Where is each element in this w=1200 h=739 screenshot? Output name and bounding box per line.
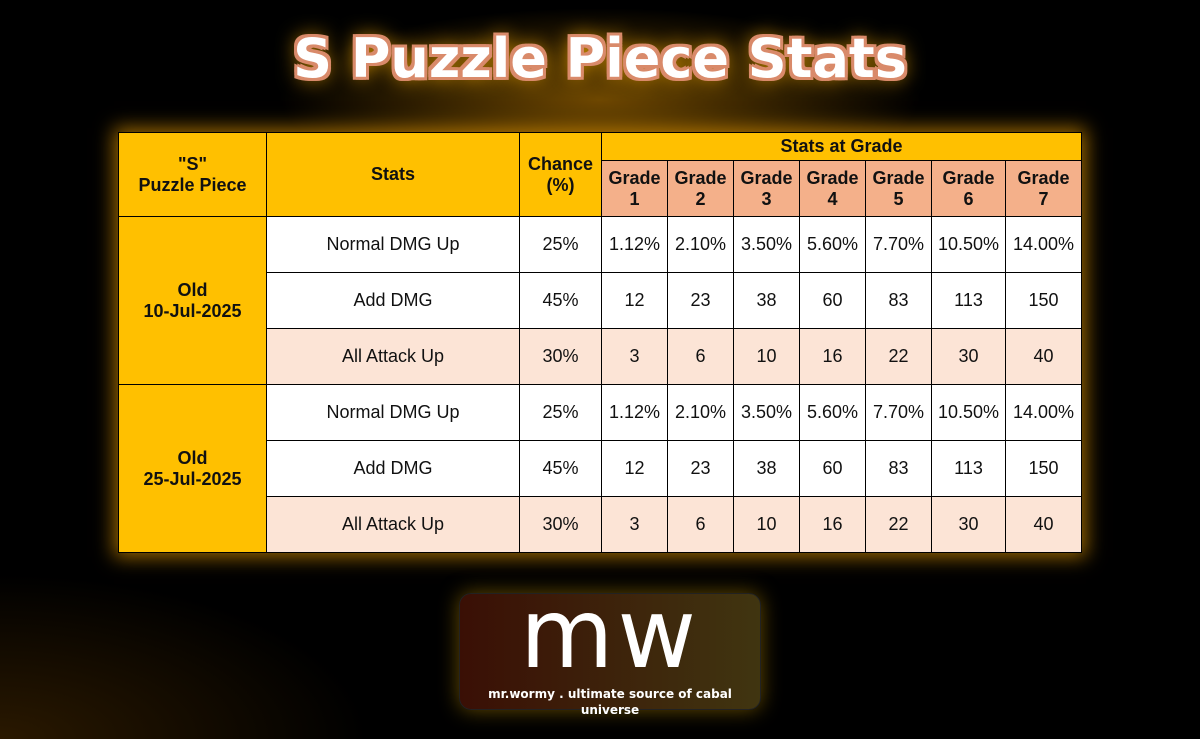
grade-value: 3.50%	[733, 216, 800, 273]
grade-value: 60	[799, 272, 866, 329]
logo-tagline: mr.wormy . ultimate source of cabal univ…	[488, 687, 732, 717]
stat-name: All Attack Up	[266, 496, 520, 553]
background-glow-corner	[0, 560, 400, 739]
grade-value: 150	[1005, 440, 1082, 497]
grade-value: 1.12%	[601, 384, 668, 441]
grade-value: 1.12%	[601, 216, 668, 273]
table-row: Add DMG 45% 12 23 38 60 83 113 150	[119, 440, 1082, 497]
grade-value: 22	[865, 328, 932, 385]
stat-chance: 45%	[519, 440, 602, 497]
grade-value: 113	[931, 440, 1006, 497]
logo-mark: mw	[519, 578, 701, 690]
grade-value: 3	[601, 328, 668, 385]
grade-header-4: Grade 4	[799, 160, 866, 217]
stat-chance: 30%	[519, 496, 602, 553]
grade-value: 10.50%	[931, 216, 1006, 273]
grade-value: 113	[931, 272, 1006, 329]
grade-value: 30	[931, 496, 1006, 553]
stat-chance: 25%	[519, 216, 602, 273]
grade-value: 12	[601, 440, 668, 497]
grade-value: 2.10%	[667, 216, 734, 273]
group-label: Old 25-Jul-2025	[118, 384, 267, 553]
table-row: Old 25-Jul-2025 Normal DMG Up 25% 1.12% 2.10%…	[118, 384, 1082, 553]
stat-chance: 45%	[519, 272, 602, 329]
grade-value: 16	[799, 496, 866, 553]
grade-header-5: Grade 5	[865, 160, 932, 217]
stat-chance: 30%	[519, 328, 602, 385]
grade-value: 3	[601, 496, 668, 553]
grade-header-2: Grade 2	[667, 160, 734, 217]
stat-name: Normal DMG Up	[266, 384, 520, 441]
grade-header-7: Grade 7	[1005, 160, 1082, 217]
grade-value: 83	[865, 272, 932, 329]
grade-value: 3.50%	[733, 384, 800, 441]
table-row: Add DMG 45% 12 23 38 60 83 113 150	[119, 272, 1082, 329]
page-title: S Puzzle Piece Stats	[293, 27, 907, 90]
grade-value: 22	[865, 496, 932, 553]
grade-value: 5.60%	[799, 384, 866, 441]
grade-value: 12	[601, 272, 668, 329]
grade-value: 23	[667, 440, 734, 497]
grade-value: 10	[733, 328, 800, 385]
grade-value: 40	[1005, 496, 1082, 553]
grade-value: 38	[733, 272, 800, 329]
grade-header-1: Grade 1	[601, 160, 668, 217]
grade-value: 6	[667, 328, 734, 385]
grade-value: 83	[865, 440, 932, 497]
grade-value: 30	[931, 328, 1006, 385]
stat-chance: 25%	[519, 384, 602, 441]
table-row: Old 10-Jul-2025 Normal DMG Up 25% 1.12% 2.10%…	[118, 216, 1082, 385]
grade-value: 5.60%	[799, 216, 866, 273]
grade-value: 10	[733, 496, 800, 553]
grade-header-6: Grade 6	[931, 160, 1006, 217]
header-piece: "S" Puzzle Piece	[118, 132, 267, 217]
grade-value: 14.00%	[1005, 384, 1082, 441]
stat-name: Add DMG	[266, 272, 520, 329]
header-stats-at-grade: Stats at Grade	[601, 132, 1082, 161]
table-row: All Attack Up 30% 3 6 10 16 22 30 40	[119, 328, 1082, 385]
table-row: All Attack Up 30% 3 6 10 16 22 30 40	[119, 496, 1082, 553]
stat-name: Normal DMG Up	[266, 216, 520, 273]
grade-header-3: Grade 3	[733, 160, 800, 217]
grade-value: 38	[733, 440, 800, 497]
grade-value: 10.50%	[931, 384, 1006, 441]
stats-table: "S" Puzzle Piece Stats Chance (%) Stats at…	[118, 132, 1082, 553]
grade-value: 6	[667, 496, 734, 553]
grade-value: 2.10%	[667, 384, 734, 441]
grade-value: 7.70%	[865, 216, 932, 273]
grade-value: 14.00%	[1005, 216, 1082, 273]
grade-value: 150	[1005, 272, 1082, 329]
header-stats: Stats	[266, 132, 520, 217]
grade-value: 40	[1005, 328, 1082, 385]
header-chance: Chance (%)	[519, 132, 602, 217]
stat-name: Add DMG	[266, 440, 520, 497]
grade-value: 60	[799, 440, 866, 497]
grade-value: 16	[799, 328, 866, 385]
stat-name: All Attack Up	[266, 328, 520, 385]
grade-value: 23	[667, 272, 734, 329]
mw-logo: mw mr.wormy . ultimate source of cabal u…	[459, 584, 761, 717]
grade-value: 7.70%	[865, 384, 932, 441]
group-label: Old 10-Jul-2025	[118, 216, 267, 385]
